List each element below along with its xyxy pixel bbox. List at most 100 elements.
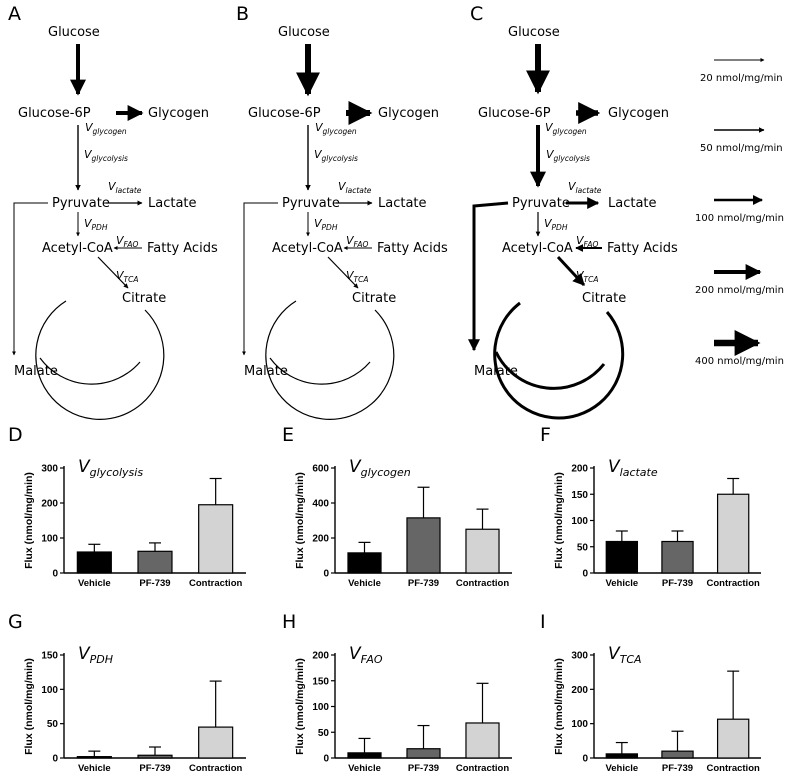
- node-lactate: Lactate: [148, 196, 197, 211]
- node-lactate: Lactate: [378, 196, 427, 211]
- category-label: PF-739: [139, 763, 170, 773]
- arrow-malate-return: [12, 202, 48, 356]
- chart-title-v: V: [78, 457, 91, 477]
- y-tick-label: 300: [571, 651, 588, 662]
- y-tick-label: 0: [323, 754, 329, 765]
- node-citrate: Citrate: [122, 291, 166, 306]
- panel-letter-h: H: [282, 611, 296, 633]
- y-tick-label: 100: [41, 685, 58, 696]
- arrow-tca: [97, 256, 129, 289]
- y-tick-label: 0: [582, 754, 588, 765]
- chart-glycogen: 0 200 400 600 Flux (nmol/mg/min) Vglycogen Veh…: [294, 457, 512, 589]
- y-tick-label: 200: [312, 651, 329, 662]
- flux-legend: 20 nmol/mg/min 50 nmol/mg/min 100 nmol/m…: [695, 58, 784, 367]
- arrow-tca: [327, 256, 359, 289]
- chart-title-v: V: [349, 644, 362, 664]
- y-axis-label: Flux (nmol/mg/min): [23, 472, 35, 569]
- label-v-pdh: VPDH: [84, 217, 108, 232]
- chart-title: VPDH: [78, 644, 113, 666]
- category-label: Contraction: [189, 763, 243, 773]
- label-v-tca: VTCA: [116, 269, 138, 284]
- bar-pf739: [406, 517, 441, 574]
- chart-lactate: 0 50 100 150 200 Flux (nmol/mg/min) Vlactate Ve…: [553, 457, 761, 589]
- y-tick-label: 300: [41, 464, 58, 475]
- y-tick-label: 0: [52, 754, 58, 765]
- y-tick-label: 0: [582, 569, 588, 580]
- legend-label-100: 100 nmol/mg/min: [695, 213, 784, 224]
- node-malate: Malate: [474, 364, 518, 379]
- label-v-fao: VFAO: [576, 234, 599, 249]
- chart-fao: 0 50 100 150 200 Flux (nmol/mg/min) VFAO Vehicl…: [294, 644, 512, 773]
- chart-title-v: V: [608, 644, 621, 664]
- node-fattyacids: Fatty Acids: [377, 241, 448, 256]
- arrow-malate-return: [468, 201, 509, 352]
- node-fattyacids: Fatty Acids: [607, 241, 678, 256]
- node-malate: Malate: [14, 364, 58, 379]
- bar-pf739: [661, 750, 694, 759]
- chart-tca: 0 100 200 300 Flux (nmol/mg/min) VTCA Vehicle P…: [553, 644, 761, 773]
- tca-cycle-arc-right: [35, 300, 165, 420]
- label-v-glycolysis: Vglycolysis: [314, 148, 358, 163]
- node-pyruvate: Pyruvate: [52, 196, 110, 211]
- node-citrate: Citrate: [582, 291, 626, 306]
- category-label: Vehicle: [348, 578, 381, 589]
- node-lactate: Lactate: [608, 196, 657, 211]
- label-v-lactate: Vlactate: [568, 180, 602, 195]
- panel-letter-b: B: [236, 3, 249, 25]
- y-axis-label: Flux (nmol/mg/min): [294, 472, 306, 569]
- node-glycogen: Glycogen: [148, 106, 209, 121]
- bar-pf739: [406, 748, 441, 759]
- node-g6p: Glucose-6P: [248, 106, 321, 121]
- node-glucose: Glucose: [48, 25, 100, 40]
- chart-title-sub: PDH: [90, 653, 113, 666]
- chart-title: Vglycogen: [349, 457, 411, 479]
- category-label: Vehicle: [348, 763, 381, 773]
- bar-pf739: [661, 540, 694, 574]
- label-v-pdh: VPDH: [314, 217, 338, 232]
- label-v-glycolysis: Vglycolysis: [546, 148, 590, 163]
- y-axis-label: Flux (nmol/mg/min): [553, 472, 565, 569]
- category-label: Vehicle: [78, 578, 111, 589]
- y-tick-label: 400: [312, 499, 329, 510]
- node-pyruvate: Pyruvate: [282, 196, 340, 211]
- bar-pf739: [137, 754, 173, 759]
- y-tick-label: 150: [312, 676, 329, 687]
- label-v-glycogen: Vglycogen: [545, 121, 587, 136]
- category-label: Vehicle: [605, 578, 638, 589]
- panel-letters: A B C D E F G H I: [8, 3, 551, 633]
- label-v-fao: VFAO: [346, 234, 369, 249]
- y-axis-label: Flux (nmol/mg/min): [553, 658, 565, 755]
- category-label: PF-739: [662, 763, 693, 773]
- y-tick-label: 50: [47, 719, 59, 730]
- legend-label-200: 200 nmol/mg/min: [695, 285, 784, 296]
- legend-label-50: 50 nmol/mg/min: [700, 143, 783, 154]
- category-label: PF-739: [662, 578, 693, 589]
- y-tick-label: 100: [41, 534, 58, 545]
- bar-contraction: [198, 504, 234, 574]
- bar-contraction: [198, 726, 234, 759]
- chart-title: VTCA: [608, 644, 642, 666]
- chart-title: Vglycolysis: [78, 457, 143, 479]
- y-axis-label: Flux (nmol/mg/min): [23, 658, 35, 755]
- label-v-fao: VFAO: [116, 234, 139, 249]
- bar-vehicle: [605, 753, 639, 759]
- node-pyruvate: Pyruvate: [512, 196, 570, 211]
- tca-cycle-arc-left: [494, 351, 606, 390]
- chart-title-sub: glycolysis: [90, 466, 144, 479]
- category-label: Contraction: [456, 578, 510, 589]
- chart-title: Vlactate: [608, 457, 658, 479]
- label-v-tca: VTCA: [346, 269, 368, 284]
- category-label: Contraction: [456, 763, 510, 773]
- y-tick-label: 100: [571, 516, 588, 527]
- panel-letter-i: I: [540, 611, 546, 633]
- panel-letter-e: E: [282, 424, 294, 446]
- chart-title-sub: FAO: [361, 653, 383, 666]
- label-v-lactate: Vlactate: [338, 180, 372, 195]
- y-tick-label: 50: [318, 728, 330, 739]
- bar-vehicle: [605, 540, 639, 574]
- bar-contraction: [716, 493, 750, 574]
- y-tick-label: 200: [571, 685, 588, 696]
